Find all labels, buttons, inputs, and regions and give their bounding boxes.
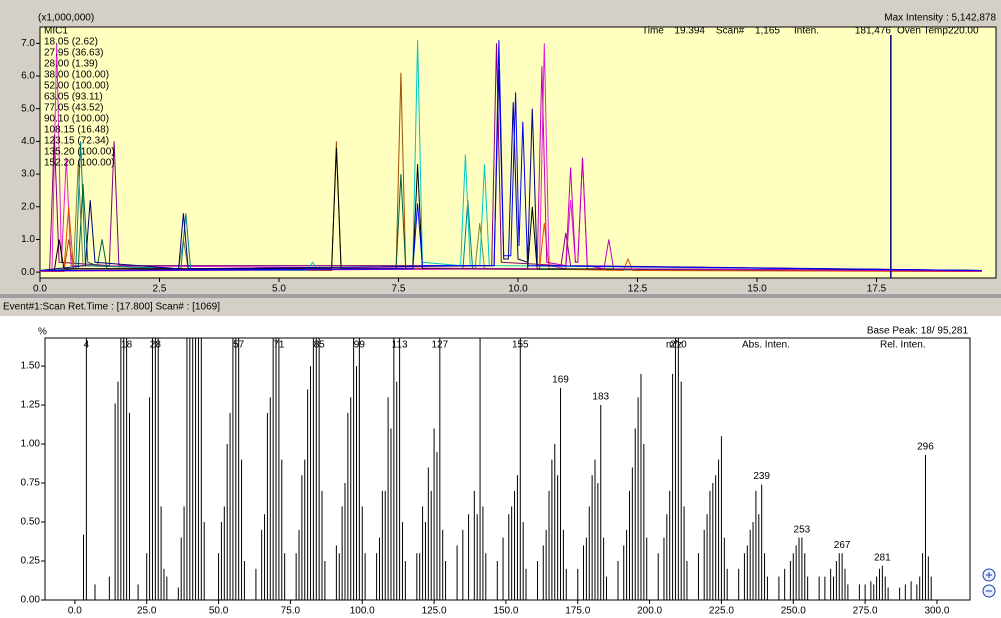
y-tick-label: 2.0 [21,201,35,212]
x-tick-label: 200.0 [637,606,662,617]
base-peak: Base Peak: 18/ 95,281 [867,326,969,337]
peak-label: 239 [753,471,770,482]
x-tick-label: 2.5 [153,284,167,295]
x-tick-label: 300.0 [924,606,949,617]
peak-label: 155 [512,340,529,351]
x-tick-label: 25.0 [137,606,157,617]
status-label: Scan# [716,26,745,37]
trace-line [40,206,982,272]
x-tick-label: 275.0 [853,606,878,617]
y-tick-label: 3.0 [21,169,35,180]
x-tick-label: 7.5 [392,284,406,295]
column-label: Abs. Inten. [742,340,790,351]
peak-label: 99 [354,340,366,351]
legend-entry: 28.00 (1.39) [44,59,98,70]
x-tick-label: 10.0 [508,284,528,295]
legend-entry: 90.10 (100.00) [44,114,109,125]
status-value: 181,476 [855,26,892,37]
x-tick-label: 0.0 [68,606,82,617]
x-tick-label: 12.5 [628,284,648,295]
x-tick-label: 50.0 [209,606,229,617]
trace-line [40,40,982,271]
peak-label: 281 [874,552,891,563]
y-tick-label: 7.0 [21,38,35,49]
trace-line [40,72,982,272]
x-tick-label: 0.0 [33,284,47,295]
status-label: Inten. [794,26,819,37]
y-tick-label: 4.0 [21,136,35,147]
y-tick-label: 0.00 [21,595,41,606]
x-tick-label: 17.5 [867,284,887,295]
y-tick-label: 0.75 [21,478,41,489]
spectrum-header-bar [0,298,1001,316]
peak-label: 169 [552,375,569,386]
y-tick-label: 1.00 [21,439,41,450]
peak-label: 267 [834,540,851,551]
spectrum-header: Event#1:Scan Ret.Time : [17.800] Scan# :… [3,302,220,313]
x-tick-label: 150.0 [493,606,518,617]
peak-label: 210 [670,340,687,351]
legend-entry: 152.20 (100.00) [44,158,115,169]
x-tick-label: 5.0 [272,284,286,295]
legend-entry: 63.05 (93.11) [44,92,103,103]
peak-label: 85 [314,340,326,351]
x-tick-label: 175.0 [565,606,590,617]
max-intensity: Max Intensity : 5,142,878 [884,13,996,24]
splitter[interactable] [0,294,1001,298]
zoom-in[interactable] [982,568,996,582]
y-tick-label: 1.50 [21,361,41,372]
peak-label: 183 [592,392,609,403]
column-label: Rel. Inten. [880,340,926,351]
legend-entry: 27.95 (36.63) [44,48,104,59]
peak-label: 28 [150,340,162,351]
x-tick-label: 125.0 [422,606,447,617]
x-axis-label: m/z [666,340,682,351]
peak-label: 113 [392,340,408,351]
spectrum-plot [44,337,971,601]
y-tick-label: 6.0 [21,71,35,82]
trace-line [40,141,982,272]
peak-label: 71 [273,340,285,351]
y-tick-label: 1.0 [21,234,35,245]
scale-label: (x1,000,000) [38,13,94,24]
status-value: 1,165 [755,26,780,37]
x-tick-label: 15.0 [747,284,767,295]
trace-line [40,66,982,272]
legend-entry: 38.00 (100.00) [44,70,109,81]
legend-entry: 108.15 (16.48) [44,125,109,136]
peak-label: 57 [233,340,245,351]
x-tick-label: 250.0 [781,606,806,617]
x-tick-label: 100.0 [350,606,375,617]
legend-entry: 135.20 (100.00) [44,147,115,158]
trace-line [40,43,982,271]
peak-label: 253 [794,524,811,535]
peak-label: 18 [121,340,133,351]
y-tick-label: 0.25 [21,556,41,567]
legend-entry: 77.05 (43.52) [44,103,104,114]
y-tick-label: 0.0 [21,267,35,278]
y-axis-label: % [38,327,47,338]
status-value: 19.394 [674,26,705,37]
zoom-out[interactable] [982,584,996,598]
status-value: Oven Temp220.00 [897,26,979,37]
legend-title: MIC1 [44,26,68,37]
y-tick-label: 0.50 [21,517,41,528]
y-tick-label: 1.25 [21,400,41,411]
legend-entry: 18.05 (2.62) [44,37,98,48]
peak-label: 4 [84,340,90,351]
status-label: Time [642,26,664,37]
chromatogram-plot [39,26,997,279]
legend-entry: 52.00 (100.00) [44,81,109,92]
y-tick-label: 5.0 [21,103,35,114]
legend-entry: 123.15 (72.34) [44,136,109,147]
trace-line [40,69,982,271]
x-tick-label: 225.0 [709,606,734,617]
x-tick-label: 75.0 [281,606,301,617]
trace-line [40,40,982,271]
trace-line [40,174,982,272]
peak-label: 127 [431,340,448,351]
peak-label: 296 [917,442,934,453]
